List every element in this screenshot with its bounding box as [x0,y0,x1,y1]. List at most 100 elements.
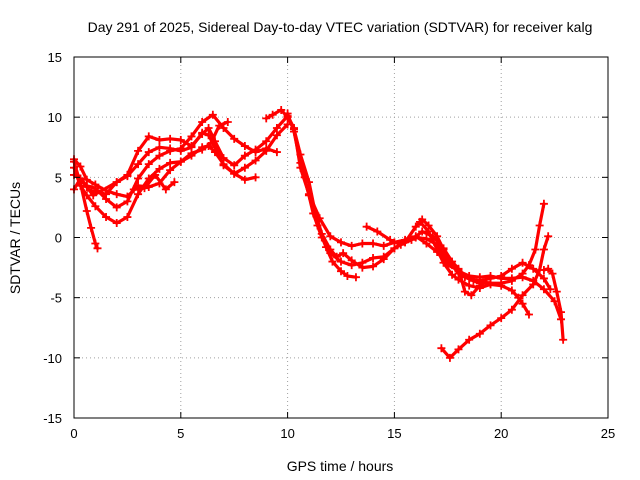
data-point-marker [386,235,395,244]
x-tick-label: 25 [601,426,615,441]
data-point-marker [546,285,555,294]
data-series [416,217,533,319]
data-point-marker [486,321,495,330]
chart-title: Day 291 of 2025, Sidereal Day-to-day VTE… [88,19,593,35]
y-tick-label: 15 [48,50,62,65]
data-point-marker [277,105,286,114]
data-point-marker [544,232,553,241]
data-point-marker [166,134,175,143]
data-point-marker [87,186,96,195]
data-point-marker [433,245,442,254]
x-tick-label: 20 [494,426,508,441]
data-point-marker [272,148,281,157]
data-point-marker [518,258,527,267]
data-point-marker [166,166,175,175]
data-point-marker [123,197,132,206]
data-point-marker [112,203,121,212]
data-point-marker [134,174,143,183]
data-point-marker [204,142,213,151]
y-tick-label: 5 [55,170,62,185]
data-point-marker [539,274,548,283]
data-point-marker [497,314,506,323]
data-point-marker [390,244,399,253]
data-point-marker [123,170,132,179]
data-point-marker [155,164,164,173]
data-point-marker [251,156,260,165]
data-point-marker [76,179,85,188]
data-point-marker [539,265,548,274]
data-series [437,232,553,362]
data-point-marker [176,136,185,145]
data-point-marker [518,269,527,278]
data-point-marker [82,182,91,191]
series-line [418,220,531,317]
data-point-marker [507,264,516,273]
data-point-marker [198,130,207,139]
data-point-marker [497,272,506,281]
data-point-marker [422,239,431,248]
data-point-marker [469,276,478,285]
data-point-marker [539,245,548,254]
data-point-marker [439,258,448,267]
data-point-marker [486,280,495,289]
data-point-marker [230,134,239,143]
data-point-marker [373,227,382,236]
x-tick-label: 0 [70,426,77,441]
data-point-marker [544,264,553,273]
data-point-marker [518,299,527,308]
data-point-marker [140,184,149,193]
data-point-marker [497,281,506,290]
data-point-marker [251,173,260,182]
data-point-marker [454,264,463,273]
data-point-marker [416,217,425,226]
data-point-marker [123,213,132,222]
data-point-marker [351,273,360,282]
data-point-marker [465,281,474,290]
data-point-marker [230,161,239,170]
data-point-marker [552,287,561,296]
data-series [262,105,555,294]
data-point-marker [204,123,213,132]
data-point-marker [155,143,164,152]
series-line [542,267,565,342]
data-point-marker [454,275,463,284]
data-point-marker [524,261,533,270]
data-point-marker [467,291,476,300]
data-point-marker [198,143,207,152]
y-tick-label: -5 [50,291,62,306]
data-point-marker [240,163,249,172]
series-line [72,144,258,225]
x-tick-label: 15 [387,426,401,441]
data-point-marker [535,221,544,230]
data-point-marker [448,270,457,279]
x-axis-label: GPS time / hours [287,458,394,474]
data-point-marker [379,241,388,250]
data-point-marker [296,158,305,167]
data-point-marker [134,160,143,169]
data-point-marker [87,223,96,232]
data-point-marker [475,284,484,293]
data-point-marker [326,232,335,241]
data-series [539,264,568,344]
y-tick-label: -15 [43,411,62,426]
data-point-marker [337,238,345,247]
data-point-marker [507,276,516,285]
data-point-marker [475,329,484,338]
data-point-marker [396,240,405,249]
data-point-marker [531,245,540,254]
data-point-marker [251,145,260,154]
data-point-marker [448,257,457,266]
data-point-marker [507,305,516,314]
data-point-marker [300,173,309,182]
data-point-marker [112,219,121,228]
data-point-marker [343,272,352,281]
data-point-marker [76,162,85,171]
data-point-marker [155,136,164,145]
data-point-marker [134,146,143,155]
data-point-marker [161,185,170,194]
data-point-marker [223,117,232,126]
ticks: 0 5 10 15 20 25 -15 -10 -5 0 5 10 15 [43,50,615,441]
data-point-marker [91,202,100,211]
data-point-marker [272,131,281,140]
data-point-marker [187,132,196,141]
